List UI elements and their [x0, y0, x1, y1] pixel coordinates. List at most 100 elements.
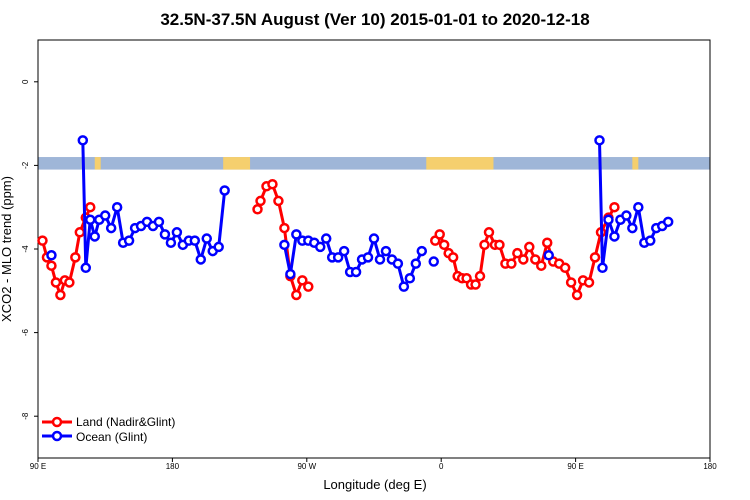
series-0-point-0-2	[46, 260, 57, 271]
series-0-point-0-3	[50, 277, 62, 288]
series-1-point-5-2	[603, 214, 614, 225]
legend: Land (Nadir&Glint) Ocean (Glint)	[42, 415, 175, 444]
series-1-point-1-3	[89, 231, 100, 242]
x-tick-label-1: 180	[166, 462, 180, 471]
x-axis-label: Longitude (deg E)	[323, 477, 426, 492]
series-1-point-2-12	[350, 266, 362, 278]
series-1-point-5-7	[633, 201, 644, 213]
series-0-point-2-29	[583, 277, 595, 288]
series-0-point-1-7	[291, 289, 302, 301]
series-0-point-1-1	[255, 195, 266, 207]
land-band-1	[223, 157, 251, 170]
series-0-point-2-26	[565, 277, 577, 288]
axes: 90 E 180 90 W 0 90 E 180 0 -2 -4 -6 -8	[21, 79, 717, 471]
y-tick-label-1: -2	[21, 161, 30, 169]
series-1-point-5-3	[609, 231, 620, 242]
land-band-2	[426, 157, 494, 170]
y-tick-label-0: 0	[21, 79, 30, 84]
series-1-point-1-24	[213, 241, 224, 253]
series-1-point-2-10	[338, 245, 350, 257]
series-1-point-1-5	[99, 210, 111, 221]
series-0-point-2-22	[541, 237, 553, 248]
series-1-point-1-6	[105, 222, 117, 234]
series-0-point-1-8	[297, 275, 308, 286]
series-1-point-2-17	[380, 245, 392, 257]
series-0-point-2-10	[474, 270, 486, 282]
series-0-point-2-2	[438, 239, 450, 251]
series-layer	[37, 135, 674, 301]
series-0-point-2-9	[470, 279, 481, 290]
series-1-point-1-2	[85, 214, 96, 225]
series-1-point-2-20	[398, 281, 410, 292]
series-0-point-0-6	[64, 277, 75, 288]
series-0-point-2-17	[512, 247, 523, 259]
series-0-point-1-5	[279, 222, 290, 234]
series-0-point-2-30	[589, 252, 601, 263]
series-1	[46, 135, 674, 292]
series-1-point-3-0	[428, 256, 439, 267]
x-tick-label-3: 0	[439, 462, 444, 471]
series-1-point-1-1	[80, 262, 92, 274]
series-1-point-1-7	[111, 201, 123, 213]
series-0-point-0-0	[37, 235, 48, 246]
series-1-point-2-7	[320, 233, 332, 244]
series-0-point-1-3	[267, 178, 278, 190]
series-1-point-2-23	[416, 245, 428, 257]
series-0-point-2-18	[518, 254, 529, 265]
series-1-point-5-1	[597, 262, 608, 274]
series-0-point-2-27	[571, 289, 583, 301]
series-1-point-1-14	[153, 216, 165, 228]
series-1-point-1-16	[165, 237, 177, 248]
series-1-point-1-9	[123, 235, 135, 246]
x-tick-label-0: 90 E	[30, 462, 46, 471]
series-0-point-2-33	[609, 201, 620, 213]
series-1-point-0-0	[46, 250, 57, 261]
series-1-point-5-6	[627, 222, 638, 234]
legend-ocean-marker	[51, 430, 63, 442]
series-1-point-2-15	[368, 233, 380, 244]
series-0-point-1-4	[273, 195, 284, 207]
series-0-point-2-25	[559, 262, 571, 274]
series-0-point-0-4	[55, 289, 66, 301]
chart-title: 32.5N-37.5N August (Ver 10) 2015-01-01 t…	[160, 10, 589, 29]
series-1-point-2-16	[374, 254, 386, 265]
series-1-point-2-6	[314, 241, 326, 253]
series-1-point-1-25	[219, 185, 230, 196]
series-0-point-2-20	[530, 254, 541, 265]
series-1-point-1-0	[77, 135, 89, 146]
plot-frame	[37, 39, 711, 459]
series-1-point-2-1	[285, 268, 296, 280]
series-0-point-2-16	[506, 258, 517, 269]
series-1-point-5-5	[621, 210, 632, 221]
x-tick-label-2: 90 W	[297, 462, 316, 471]
y-tick-label-4: -8	[21, 412, 30, 420]
legend-land-marker	[51, 416, 63, 428]
series-1-point-1-17	[171, 227, 183, 238]
y-axis-label: XCO2 - MLO trend (ppm)	[0, 176, 14, 322]
series-1-point-2-19	[392, 258, 404, 269]
series-0-point-0-8	[74, 227, 86, 238]
series-0-point-2-21	[536, 260, 547, 271]
series-0-line-1	[256, 182, 310, 297]
series-0-point-2-14	[494, 239, 505, 251]
series-0-point-0-7	[70, 252, 81, 263]
series-1-point-2-2	[291, 229, 302, 240]
series-1-point-1-21	[195, 254, 207, 265]
series-1-point-2-0	[279, 239, 290, 251]
series-1-point-2-22	[410, 258, 422, 269]
series-1-point-5-12	[662, 216, 674, 228]
series-0-point-2-19	[524, 241, 535, 253]
series-1-point-1-15	[159, 229, 171, 240]
series-0-point-1-0	[252, 204, 263, 215]
series-1-point-2-14	[362, 252, 374, 263]
land-band-0	[94, 157, 101, 170]
series-1-point-5-9	[645, 235, 656, 246]
legend-ocean-label: Ocean (Glint)	[76, 430, 147, 444]
series-0-point-2-11	[479, 239, 490, 251]
x-tick-label-4: 90 E	[567, 462, 583, 471]
legend-land-label: Land (Nadir&Glint)	[76, 415, 175, 429]
series-1-point-5-0	[594, 135, 605, 146]
land-ocean-strip	[38, 157, 710, 170]
series-1-point-4-0	[543, 250, 554, 261]
